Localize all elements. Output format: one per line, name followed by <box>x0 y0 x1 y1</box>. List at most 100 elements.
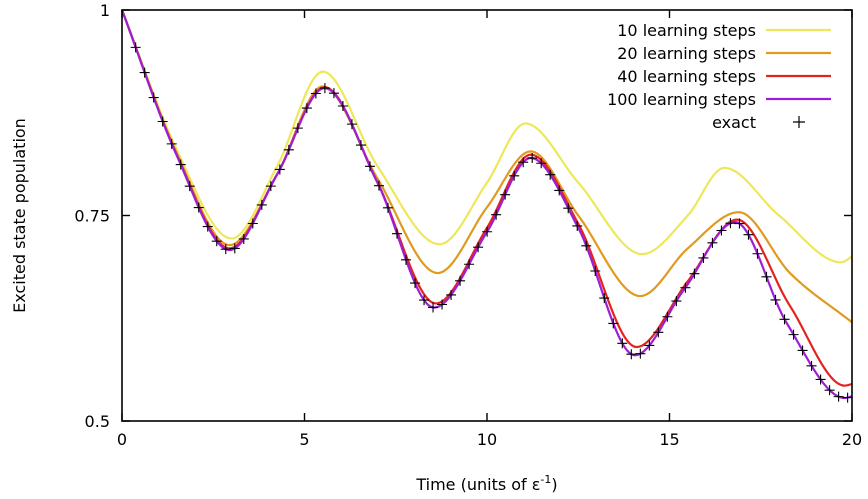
exact-marker <box>707 237 718 248</box>
exact-marker <box>274 164 285 175</box>
exact-marker <box>184 181 195 192</box>
exact-marker <box>581 240 592 251</box>
x-tick-label: 20 <box>842 430 862 449</box>
x-tick-label: 5 <box>299 430 309 449</box>
exact-marker <box>428 302 439 313</box>
exact-marker <box>788 329 799 340</box>
exact-marker <box>716 225 727 236</box>
exact-marker <box>626 349 637 360</box>
exact-marker <box>509 170 520 181</box>
exact-marker <box>698 252 709 263</box>
exact-marker <box>527 153 538 164</box>
legend-label: 100 learning steps <box>607 90 756 109</box>
exact-marker <box>211 236 222 247</box>
exact-marker <box>743 229 754 240</box>
exact-marker <box>608 318 619 329</box>
exact-marker <box>482 226 493 237</box>
exact-marker <box>382 202 393 213</box>
exact-marker <box>392 228 403 239</box>
exact-marker <box>256 199 267 210</box>
exact-marker <box>328 88 339 99</box>
exact-marker <box>671 296 682 307</box>
exact-marker <box>563 203 574 214</box>
exact-marker <box>518 157 529 168</box>
exact-marker <box>202 221 213 232</box>
exact-marker <box>536 158 547 169</box>
exact-marker <box>220 244 231 255</box>
legend-marker <box>793 116 805 128</box>
exact-marker <box>617 338 628 349</box>
x-axis-label: Time (units of ε-1) <box>415 473 557 494</box>
series-line-1 <box>120 9 853 264</box>
exact-marker <box>292 123 303 134</box>
exact-marker <box>797 345 808 356</box>
exact-marker <box>725 218 736 229</box>
exact-marker <box>346 119 357 130</box>
exact-marker <box>734 218 745 229</box>
y-axis-label: Excited state population <box>10 118 29 313</box>
x-tick-label: 10 <box>477 430 497 449</box>
exact-marker <box>689 268 700 279</box>
exact-marker <box>373 180 384 191</box>
exact-marker <box>337 101 348 112</box>
exact-marker <box>644 340 655 351</box>
exact-marker <box>752 248 763 259</box>
exact-marker <box>455 275 466 286</box>
y-axis: 0.5 0.75 1 <box>74 1 852 431</box>
exact-marker <box>319 83 330 94</box>
exact-marker <box>410 278 421 289</box>
exact-marker <box>806 360 817 371</box>
exact-marker <box>437 299 448 310</box>
exact-marker <box>590 265 601 276</box>
y-tick-label: 1 <box>100 1 110 20</box>
exact-marker <box>842 392 853 403</box>
exact-marker <box>473 242 484 253</box>
exact-marker <box>310 88 321 99</box>
exact-marker <box>283 144 294 155</box>
exact-marker <box>175 159 186 170</box>
exact-marker <box>446 289 457 300</box>
exact-marker <box>464 259 475 270</box>
exact-marker <box>301 103 312 114</box>
exact-marker <box>238 233 249 244</box>
exact-marker <box>247 218 258 229</box>
exact-marker <box>599 293 610 304</box>
exact-marker <box>139 67 150 78</box>
x-tick-label: 0 <box>117 430 127 449</box>
exact-marker <box>166 138 177 149</box>
exact-marker <box>401 254 412 265</box>
exact-marker <box>761 271 772 282</box>
legend-label: 20 learning steps <box>617 44 756 63</box>
exact-marker <box>779 314 790 325</box>
legend-label: exact <box>712 113 756 132</box>
exact-marker <box>229 243 240 254</box>
x-tick-label: 15 <box>659 430 679 449</box>
legend-label: 40 learning steps <box>617 67 756 86</box>
exact-marker <box>635 348 646 359</box>
exact-marker <box>157 116 168 127</box>
exact-marker <box>554 185 565 196</box>
exact-marker <box>491 209 502 220</box>
exact-marker <box>662 311 673 322</box>
x-axis: 0 5 10 15 20 <box>117 10 862 449</box>
exact-marker <box>572 220 583 231</box>
exact-marker <box>355 140 366 151</box>
exact-marker <box>148 92 159 103</box>
exact-marker <box>815 374 826 385</box>
exact-marker <box>824 385 835 396</box>
legend: 10 learning steps 20 learning steps 40 lea… <box>607 21 831 132</box>
legend-label: 10 learning steps <box>617 21 756 40</box>
exact-marker <box>770 294 781 305</box>
exact-marker <box>265 181 276 192</box>
exact-marker <box>545 169 556 180</box>
exact-markers <box>130 42 853 403</box>
exact-marker <box>833 391 844 402</box>
y-tick-label: 0.75 <box>74 207 110 226</box>
exact-marker <box>364 161 375 172</box>
exact-marker <box>193 202 204 213</box>
exact-marker <box>500 189 511 200</box>
y-tick-label: 0.5 <box>85 412 110 431</box>
exact-marker <box>653 327 664 338</box>
exact-marker <box>680 282 691 293</box>
